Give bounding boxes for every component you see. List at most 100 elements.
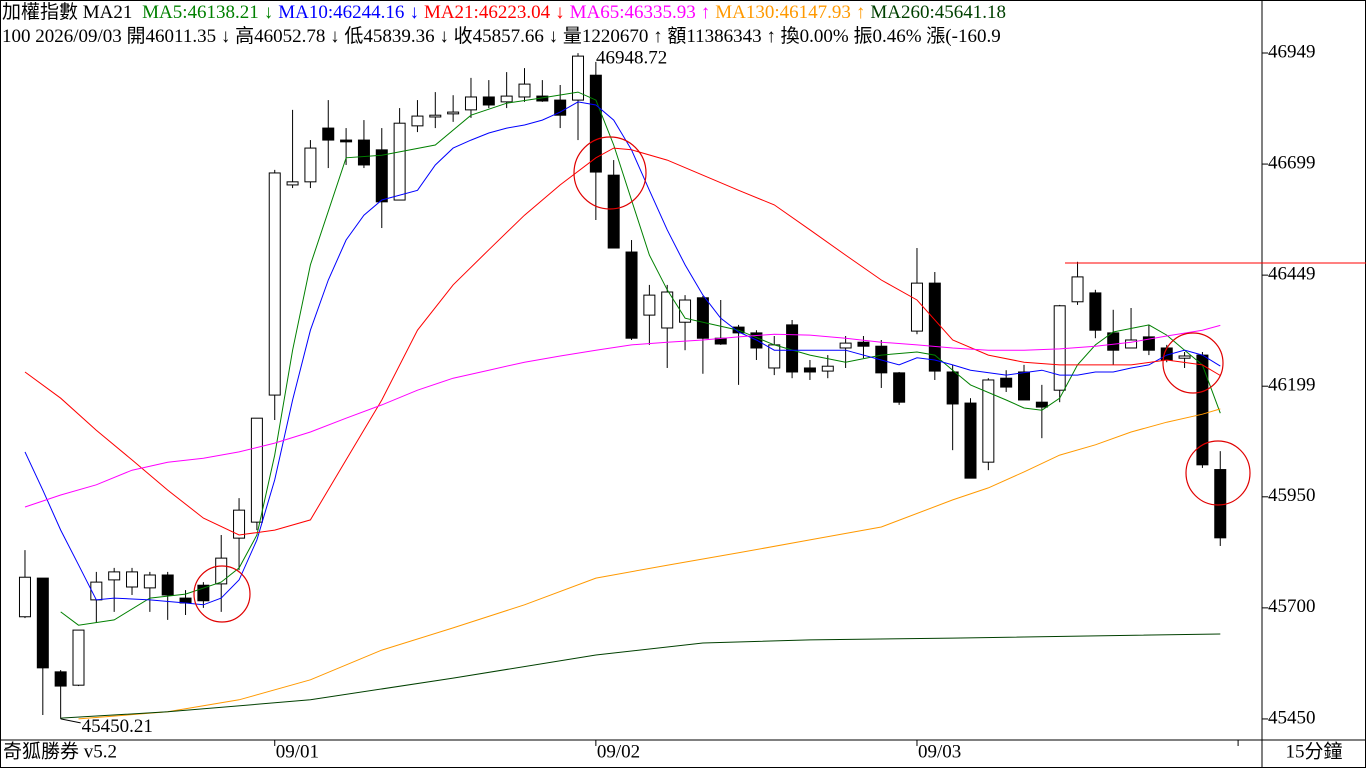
legend-entry: MA130:46147.93: [715, 2, 851, 23]
legend-entry: MA260:45641.18: [870, 2, 1007, 23]
candle-body: [572, 55, 585, 101]
y-tick-label: 46699: [1268, 152, 1316, 173]
candle-body: [286, 181, 299, 186]
highlight-circle: [193, 565, 251, 623]
candle-body: [482, 96, 495, 106]
candle-body: [821, 365, 834, 372]
ma-line: [24, 147, 1221, 536]
candle-body: [1196, 354, 1209, 466]
candle-body: [1125, 339, 1138, 349]
footer-brand: 奇狐勝券 v5.2: [3, 740, 117, 762]
candle-body: [357, 139, 370, 166]
x-tick-label: 09/02: [597, 741, 640, 762]
candle-body: [928, 282, 941, 372]
timeframe: 15分鐘: [1285, 740, 1342, 762]
y-tick-label: 45950: [1268, 485, 1316, 506]
candle-body: [197, 584, 210, 602]
y-tick-label: 45700: [1268, 596, 1316, 617]
candle-body: [375, 149, 388, 203]
candle-body: [500, 95, 513, 103]
ma-line: [78, 408, 1221, 720]
candle-body: [518, 83, 531, 98]
ma-line: [60, 633, 1221, 719]
legend-entry: MA10:46244.16: [278, 2, 405, 23]
ma-legend: 加權指數 MA21 MA5:46138.21 ↓ MA10:46244.16 ↓ MA2…: [2, 1, 1364, 25]
highlight-circle: [1162, 332, 1224, 394]
candle-body: [393, 122, 406, 201]
candle-body: [607, 174, 620, 249]
candle-body: [643, 294, 656, 316]
candle-body: [1142, 336, 1155, 351]
ma-line: [24, 101, 1221, 606]
candle-body: [1178, 355, 1191, 359]
y-tick-label: 46199: [1268, 375, 1316, 396]
candle-body: [1018, 371, 1031, 401]
plot-area: 46948.72 45450.21: [18, 47, 1227, 737]
candle-body: [554, 99, 567, 116]
candle-body: [696, 297, 709, 339]
candle-body: [304, 147, 317, 183]
candle-body: [1071, 276, 1084, 303]
candle-body: [982, 379, 995, 463]
candle-body: [72, 629, 85, 686]
low-label: 45450.21: [82, 716, 153, 737]
y-tick-label: 46449: [1268, 263, 1316, 284]
candle-body: [803, 367, 816, 373]
x-tick-label: 09/01: [276, 741, 319, 762]
candle-body: [322, 127, 335, 141]
candle-body: [661, 291, 674, 329]
trend-arrow: ↓: [263, 2, 274, 23]
candle-body: [108, 571, 121, 581]
candle-body: [36, 577, 49, 669]
candle-body: [143, 574, 156, 589]
candle-body: [268, 172, 281, 396]
candle-body: [1089, 292, 1102, 331]
candle-body: [233, 509, 246, 539]
candle-body: [679, 299, 692, 323]
candle-body: [411, 115, 424, 127]
highlight-circle: [1185, 440, 1251, 506]
ma-line: [60, 91, 1221, 626]
quote-info: 100 2026/09/03 開46011.35 ↓ 高46052.78 ↓ 低…: [2, 26, 1001, 47]
candle-body: [964, 402, 977, 479]
x-tick-label: 09/03: [918, 741, 961, 762]
trend-arrow: ↑: [855, 2, 866, 23]
candle-body: [839, 342, 852, 349]
legend-entry: MA5:46138.21: [142, 2, 259, 23]
candle-body: [215, 557, 228, 585]
candle-body: [589, 74, 602, 173]
candle-body: [90, 581, 103, 601]
legend-entry: MA21:46223.04: [423, 2, 551, 23]
candle-body: [126, 571, 139, 588]
highlight-circle: [573, 136, 647, 210]
high-label: 46948.72: [596, 47, 667, 68]
candle-body: [447, 111, 460, 115]
candle-body: [429, 114, 442, 118]
candle-body: [1035, 401, 1048, 408]
candle-body: [857, 341, 870, 347]
trend-arrow: ↓: [409, 2, 419, 23]
chart-title: 加權指數 MA21: [2, 2, 133, 23]
ma-line: [24, 324, 1221, 508]
candle-body: [625, 251, 638, 339]
trend-arrow: ↓: [555, 2, 565, 23]
candle-body: [340, 139, 353, 143]
y-tick-label: 46949: [1268, 41, 1316, 62]
candle-body: [910, 282, 923, 332]
candle-body: [946, 371, 959, 405]
candle-body: [1214, 469, 1227, 539]
candle-body: [54, 671, 67, 687]
candle-body: [161, 574, 174, 596]
candle-body: [1053, 305, 1066, 391]
candle-body: [1107, 332, 1120, 351]
low-leader: [60, 718, 81, 724]
candle-body: [18, 576, 31, 618]
y-tick-label: 45450: [1268, 707, 1316, 728]
legend-entry: MA65:46335.93: [569, 2, 696, 23]
candle-body: [250, 417, 263, 523]
candle-body: [464, 96, 477, 111]
trend-arrow: ↑: [700, 2, 711, 23]
